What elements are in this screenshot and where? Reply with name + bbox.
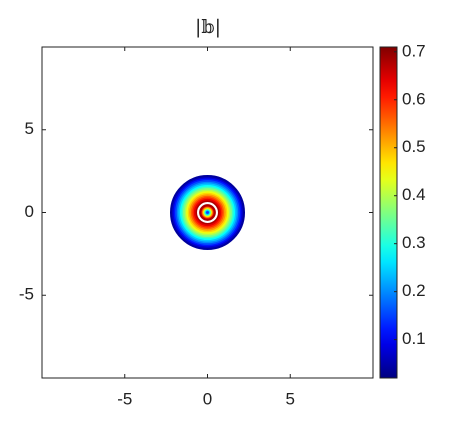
axes-box xyxy=(41,46,374,379)
contour-line xyxy=(199,204,216,221)
contour-line xyxy=(169,174,246,251)
colorbar-tick-label: 0.1 xyxy=(402,329,426,348)
y-tick-label: 0 xyxy=(25,202,34,221)
contour-line xyxy=(182,187,233,238)
contour-line xyxy=(179,184,236,241)
x-tick-label: 0 xyxy=(203,389,212,408)
contour-line xyxy=(183,188,232,237)
colorbar-tick-label: 0.2 xyxy=(402,281,426,300)
contour-line xyxy=(194,199,221,226)
colorbar xyxy=(379,46,398,379)
contour-line xyxy=(187,192,228,233)
contour-line xyxy=(177,182,238,243)
contour-line xyxy=(176,181,239,244)
contour-line xyxy=(188,193,227,232)
contour-line xyxy=(171,176,244,249)
colorbar-tick-label: 0.3 xyxy=(402,233,426,252)
contour-line xyxy=(185,190,230,235)
contour-line xyxy=(172,177,243,248)
y-tick-label: -5 xyxy=(19,285,34,304)
y-tick-label: 5 xyxy=(25,119,34,138)
contour-line xyxy=(174,179,241,246)
colorbar-tick-label: 0.6 xyxy=(402,89,426,108)
contour-line xyxy=(193,198,222,227)
colorbar-tick-label: 0.4 xyxy=(402,185,426,204)
x-tick-label: -5 xyxy=(117,389,132,408)
contour-line xyxy=(190,195,225,230)
x-tick-label: 5 xyxy=(286,389,295,408)
contour-line xyxy=(191,196,224,229)
colorbar-tick-label: 0.7 xyxy=(402,41,426,60)
contour-line xyxy=(180,185,235,240)
colorbar-tick-label: 0.5 xyxy=(402,137,426,156)
chart-title: |𝕓| xyxy=(195,16,221,38)
